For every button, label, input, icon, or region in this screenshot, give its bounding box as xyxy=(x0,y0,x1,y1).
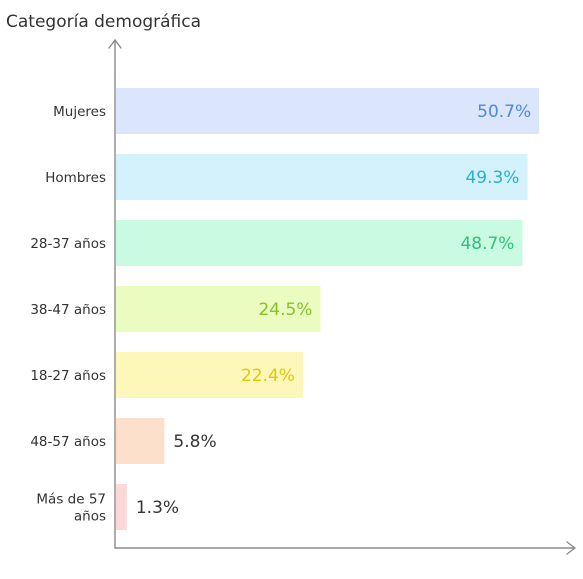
bar-48-57-anos xyxy=(116,418,165,464)
bar-38-47-anos xyxy=(116,286,321,332)
labels-layer: Mujeres 50.7% Hombres 49.3% 28-37 años 48.7% 3… xyxy=(30,102,531,525)
category-label-mujeres: Mujeres xyxy=(53,104,106,120)
value-label-hombres: 49.3% xyxy=(465,168,519,188)
value-label-28-37-anos: 48.7% xyxy=(460,234,514,254)
bars-layer xyxy=(116,88,540,530)
category-label-mas-de-57-anos: Más de 57 años xyxy=(36,492,106,525)
bar-hombres xyxy=(116,154,528,200)
x-axis xyxy=(114,541,576,555)
value-label-48-57-anos: 5.8% xyxy=(173,432,216,452)
bar-mujeres xyxy=(116,88,540,134)
category-label-48-57-anos: 48-57 años xyxy=(30,434,106,450)
bar-18-27-anos xyxy=(116,352,303,398)
category-label-18-27-anos: 18-27 años xyxy=(30,368,106,384)
category-label-hombres: Hombres xyxy=(45,170,106,186)
bar-28-37-anos xyxy=(116,220,523,266)
value-label-38-47-anos: 24.5% xyxy=(258,300,312,320)
y-axis xyxy=(108,39,122,549)
bar-mas-de-57-anos xyxy=(116,484,127,530)
value-label-mas-de-57-anos: 1.3% xyxy=(136,498,179,518)
y-axis-title: Categoría demográfica xyxy=(6,12,201,32)
value-label-mujeres: 50.7% xyxy=(477,102,531,122)
category-label-38-47-anos: 38-47 años xyxy=(30,302,106,318)
category-label-28-37-anos: 28-37 años xyxy=(30,236,106,252)
value-label-18-27-anos: 22.4% xyxy=(241,366,295,386)
